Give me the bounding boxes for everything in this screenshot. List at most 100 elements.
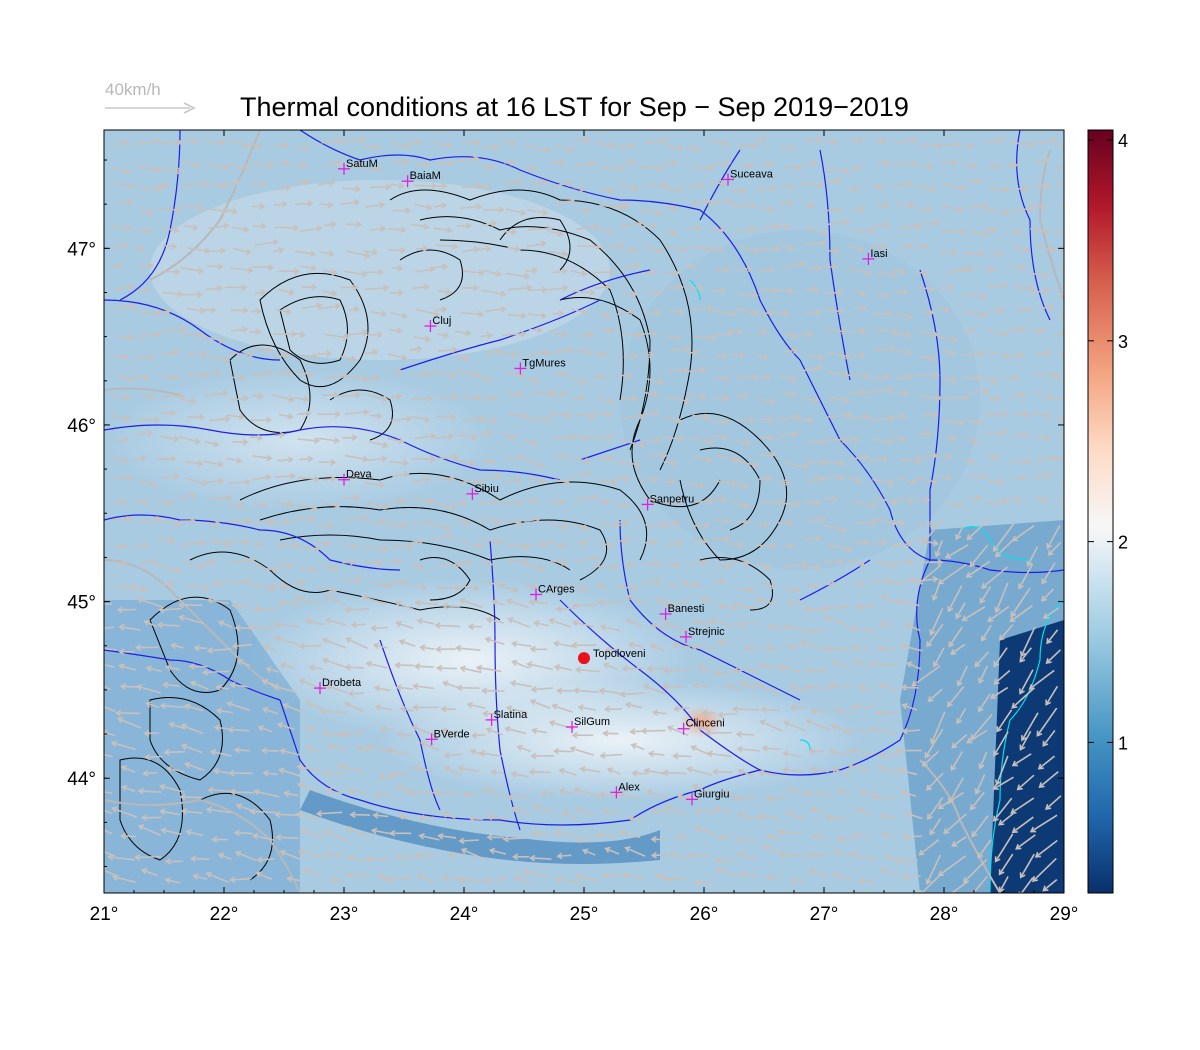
wind-arrow bbox=[227, 478, 252, 486]
wind-arrow bbox=[387, 437, 405, 445]
wind-arrow bbox=[669, 345, 692, 353]
wind-arrow bbox=[361, 594, 387, 605]
wind-arrow bbox=[276, 541, 300, 549]
wind-arrow bbox=[485, 727, 503, 736]
wind-arrow bbox=[988, 307, 1006, 314]
wind-arrow bbox=[270, 582, 290, 590]
wind-arrow bbox=[115, 303, 137, 311]
wind-arrow bbox=[921, 309, 935, 316]
wind-arrow bbox=[711, 226, 726, 234]
wind-arrow bbox=[413, 584, 428, 591]
wind-arrow bbox=[506, 794, 529, 801]
wind-arrow bbox=[217, 620, 233, 628]
wind-arrow bbox=[114, 474, 134, 482]
wind-arrow bbox=[969, 544, 989, 568]
wind-arrow bbox=[967, 230, 990, 238]
wind-arrow bbox=[833, 706, 851, 714]
wind-arrow bbox=[345, 637, 369, 650]
wind-arrow bbox=[892, 435, 907, 443]
wind-arrow bbox=[548, 498, 566, 506]
wind-arrow bbox=[730, 187, 746, 195]
wind-arrow bbox=[248, 161, 274, 168]
wind-arrow bbox=[389, 459, 409, 467]
wind-arrow bbox=[374, 791, 390, 799]
wind-arrow bbox=[665, 229, 678, 237]
wind-arrow bbox=[663, 269, 681, 277]
wind-arrow bbox=[875, 709, 900, 717]
wind-arrow bbox=[276, 369, 293, 377]
wind-arrow bbox=[985, 136, 1006, 144]
wind-arrow bbox=[623, 290, 638, 298]
wind-arrow bbox=[111, 515, 133, 523]
wind-arrow bbox=[876, 159, 891, 167]
wind-arrow bbox=[627, 641, 644, 649]
wind-arrow bbox=[162, 325, 187, 333]
wind-arrow bbox=[950, 643, 966, 655]
wind-arrow bbox=[522, 869, 550, 877]
wind-arrow bbox=[325, 683, 348, 694]
wind-arrow bbox=[467, 623, 482, 630]
wind-arrow bbox=[206, 477, 225, 485]
wind-arrow bbox=[277, 456, 295, 464]
wind-arrow bbox=[523, 439, 539, 447]
wind-arrow bbox=[642, 246, 665, 254]
wind-arrow bbox=[120, 765, 136, 774]
wind-arrow bbox=[389, 829, 412, 837]
wind-arrow bbox=[847, 559, 866, 568]
wind-arrow bbox=[510, 806, 528, 815]
wind-arrow bbox=[505, 208, 527, 216]
wind-arrow bbox=[340, 283, 360, 291]
wind-arrow bbox=[1029, 814, 1058, 833]
wind-arrow bbox=[781, 391, 797, 398]
wind-arrow bbox=[691, 784, 711, 795]
wind-arrow bbox=[900, 643, 923, 652]
wind-arrow bbox=[972, 876, 988, 893]
wind-arrow bbox=[757, 245, 781, 253]
station-bverde: BVerde bbox=[425, 728, 470, 746]
wind-arrow bbox=[1059, 206, 1064, 209]
wind-arrow bbox=[640, 165, 665, 172]
wind-arrow bbox=[616, 460, 641, 468]
wind-arrow bbox=[295, 811, 322, 820]
wind-arrow bbox=[139, 558, 159, 566]
wind-arrow bbox=[690, 745, 710, 756]
wind-arrow bbox=[777, 223, 792, 231]
wind-arrow bbox=[783, 720, 807, 732]
wind-arrow bbox=[783, 623, 805, 632]
wind-arrow bbox=[363, 268, 385, 276]
wind-arrow bbox=[945, 394, 971, 402]
wind-arrow bbox=[231, 642, 253, 650]
wind-arrow bbox=[825, 558, 844, 566]
wind-arrow bbox=[665, 204, 679, 212]
wind-arrow bbox=[211, 836, 229, 843]
wind-arrow bbox=[852, 454, 870, 461]
wind-arrow bbox=[166, 765, 185, 773]
wind-arrow bbox=[969, 791, 985, 811]
wind-arrow bbox=[418, 814, 434, 822]
wind-arrow bbox=[443, 765, 462, 776]
wind-arrow bbox=[755, 563, 772, 571]
wind-arrow bbox=[736, 373, 760, 381]
wind-arrow bbox=[370, 624, 388, 632]
wind-arrow bbox=[300, 264, 318, 272]
wind-arrow bbox=[159, 435, 181, 443]
wind-arrow bbox=[956, 665, 968, 687]
wind-arrow bbox=[874, 292, 890, 299]
station-baiam: BaiaM bbox=[401, 170, 441, 188]
terrain-contours bbox=[119, 189, 788, 881]
wind-arrow bbox=[481, 457, 497, 465]
wind-arrow bbox=[156, 621, 180, 629]
wind-arrow bbox=[162, 409, 177, 417]
wind-arrow bbox=[616, 372, 634, 380]
wind-arrow bbox=[435, 306, 448, 313]
wind-arrow bbox=[387, 247, 407, 254]
wind-arrow bbox=[251, 263, 275, 271]
station-label: TgMures bbox=[522, 357, 566, 369]
wind-arrow bbox=[112, 498, 128, 506]
wind-arrow bbox=[966, 517, 991, 541]
wind-arrow bbox=[782, 542, 795, 550]
wind-arrow bbox=[876, 271, 898, 279]
wind-arrow bbox=[901, 727, 921, 735]
wind-arrow bbox=[343, 329, 369, 337]
